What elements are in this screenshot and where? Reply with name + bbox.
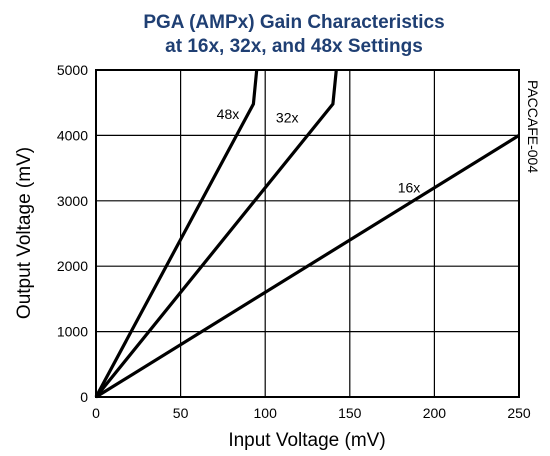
series-labels: 48x 32x 16x [217,106,421,195]
series-line-16x [95,134,520,399]
y-tick-label: 5000 [57,62,88,78]
x-tick-label: 150 [338,405,362,421]
y-tick-label: 1000 [57,324,88,340]
series-line-32x [94,69,338,399]
x-tick-label: 50 [173,405,189,421]
y-tick-label: 4000 [57,127,88,143]
y-axis-label: Output Voltage (mV) [14,147,35,319]
y-tick-label: 3000 [57,193,88,209]
grid-lines [95,69,520,398]
x-axis-label: Input Voltage (mV) [228,430,385,451]
series-label-32x: 32x [276,109,299,125]
chart-title-line-1: PGA (AMPx) Gain Characteristics [143,12,444,33]
tick-labels: 0 50 100 150 200 250 0 1000 2000 3000 4000 5000 [57,62,531,421]
x-tick-label: 250 [507,405,531,421]
series-label-48x: 48x [217,106,240,122]
y-tick-label: 0 [80,389,88,405]
plot-frame [95,69,520,398]
x-tick-label: 100 [254,405,278,421]
series-label-16x: 16x [398,179,421,195]
chart-title-line-2: at 16x, 32x, and 48x Settings [165,36,423,57]
series-line-48x [94,69,259,398]
side-label: PACCAFE-004 [525,80,541,173]
series-lines [94,69,520,399]
y-tick-label: 2000 [57,258,88,274]
x-tick-label: 0 [92,405,100,421]
x-tick-label: 200 [423,405,447,421]
